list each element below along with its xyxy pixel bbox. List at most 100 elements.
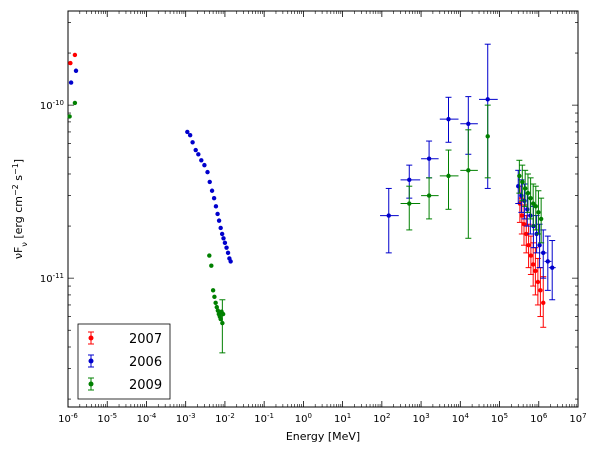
- data-point: [225, 250, 231, 256]
- data-point: [407, 177, 412, 183]
- y-tick-label: 10-10: [40, 99, 64, 112]
- data-point: [519, 193, 524, 198]
- data-point: [221, 236, 226, 241]
- x-tick-label: 10-5: [97, 412, 117, 425]
- data-point: [187, 133, 193, 138]
- data-point: [541, 300, 546, 306]
- legend: 2007 2006 2009: [77, 323, 171, 400]
- x-tick-label: 101: [334, 412, 351, 425]
- y-tick-labels: 10-10 10-11: [40, 99, 64, 285]
- series-2009: [67, 100, 545, 354]
- x-tick-label: 100: [295, 412, 312, 425]
- data-point: [530, 262, 536, 267]
- data-point: [533, 268, 538, 274]
- x-tick-label: 10-6: [58, 412, 78, 425]
- legend-label: 2009: [129, 378, 162, 393]
- data-point: [68, 80, 74, 85]
- data-point: [446, 173, 451, 179]
- data-point: [214, 304, 219, 310]
- data-point: [209, 263, 214, 268]
- data-point: [72, 52, 78, 58]
- data-point: [220, 311, 226, 317]
- data-point: [72, 100, 78, 106]
- data-point: [530, 201, 536, 206]
- data-point: [220, 320, 225, 326]
- data-point: [67, 114, 72, 119]
- data-point: [73, 68, 79, 73]
- plot-frame: [67, 10, 579, 408]
- data-point: [520, 179, 525, 185]
- data-point: [193, 147, 198, 153]
- data-point: [207, 179, 212, 185]
- data-point: [386, 213, 391, 218]
- data-point: [538, 216, 544, 222]
- data-point: [228, 259, 233, 264]
- data-point: [199, 158, 204, 163]
- data-point: [190, 140, 195, 145]
- data-point: [212, 294, 217, 300]
- data-point: [541, 250, 546, 256]
- data-point: [485, 97, 490, 102]
- data-point: [426, 193, 432, 198]
- data-point: [535, 279, 541, 285]
- data-point: [224, 245, 229, 250]
- data-point: [525, 207, 530, 212]
- data-point: [209, 188, 215, 193]
- data-point: [533, 204, 538, 209]
- data-point: [222, 240, 228, 246]
- data-point: [521, 222, 527, 227]
- data-point: [536, 210, 541, 215]
- data-point: [202, 162, 207, 168]
- data-point: [215, 211, 220, 217]
- legend-label: 2006: [129, 355, 162, 370]
- data-point: [205, 169, 210, 175]
- data-point: [218, 316, 223, 322]
- x-tick-label: 104: [452, 412, 470, 425]
- data-point: [538, 288, 543, 293]
- legend-label: 2007: [129, 332, 162, 347]
- x-tick-label: 10-3: [176, 412, 196, 425]
- data-point: [485, 134, 490, 139]
- axis-ticks: [67, 11, 579, 407]
- data-point: [426, 156, 432, 161]
- series-2006: [68, 43, 556, 301]
- data-point: [517, 173, 522, 179]
- data-point: [210, 288, 216, 293]
- data-point: [466, 121, 471, 127]
- data-point: [215, 308, 221, 313]
- data-point: [218, 225, 223, 231]
- x-axis-label: Energy [MeV]: [286, 430, 360, 443]
- y-axis-label: νFν [erg cm−2 s−1]: [11, 159, 29, 259]
- x-tick-label: 106: [530, 412, 548, 425]
- x-tick-label: 103: [412, 412, 429, 425]
- x-tick-label: 10-4: [137, 412, 157, 425]
- data-point: [185, 129, 190, 135]
- data-point: [522, 186, 528, 191]
- data-point: [407, 201, 412, 206]
- legend-marker: [88, 381, 94, 387]
- data-point: [524, 231, 529, 237]
- data-point: [211, 195, 217, 201]
- x-tick-label: 10-2: [215, 412, 235, 425]
- data-point: [446, 116, 451, 122]
- legend-marker: [88, 358, 94, 364]
- data-point: [213, 300, 218, 306]
- data-point: [207, 253, 212, 258]
- data-point: [528, 253, 534, 258]
- data-point: [216, 218, 222, 223]
- data-point: [519, 213, 525, 218]
- data-point: [526, 243, 531, 248]
- data-marks: [67, 43, 556, 354]
- y-tick-label: 10-11: [40, 272, 64, 285]
- legend-marker: [88, 335, 94, 341]
- x-tick-label: 105: [491, 412, 508, 425]
- series-2007: [68, 52, 547, 328]
- data-point: [68, 60, 73, 66]
- data-point: [213, 204, 219, 209]
- x-tick-label: 107: [569, 412, 586, 425]
- x-tick-label: 102: [373, 412, 390, 425]
- data-point: [466, 168, 471, 173]
- x-tick-label: 10-1: [254, 412, 274, 425]
- data-point: [545, 259, 551, 264]
